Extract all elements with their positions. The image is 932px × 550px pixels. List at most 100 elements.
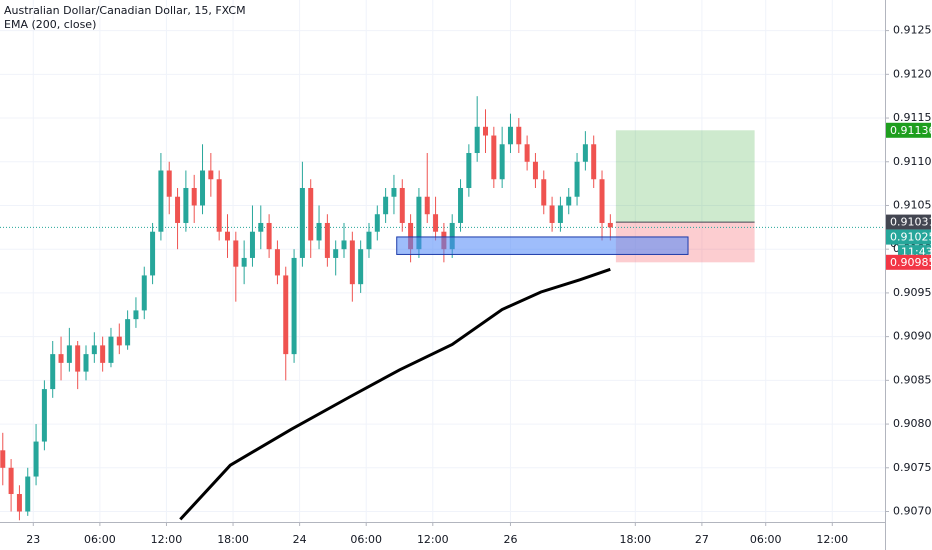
candle-body [582, 144, 588, 162]
price-label: 0.91136 [890, 124, 932, 137]
candle-body [75, 345, 81, 372]
candle-body [524, 144, 530, 162]
candle-body [224, 231, 230, 241]
candle-body [258, 222, 264, 232]
candle-body [349, 240, 355, 285]
candle-body [507, 126, 513, 145]
candle-body [308, 187, 314, 241]
price-label-box [886, 254, 931, 270]
grid [0, 0, 885, 522]
candle-body [66, 345, 72, 363]
candle-body [541, 179, 547, 206]
x-tick-label: 26 [503, 533, 517, 546]
candle-body [416, 196, 422, 250]
candle-body [175, 196, 181, 223]
candle-body [491, 135, 497, 180]
candle-body [158, 170, 164, 232]
candle-body [100, 345, 106, 363]
candle-body [208, 170, 214, 180]
price-label: 0.90985 [890, 256, 932, 269]
candle-body [333, 249, 339, 258]
candle-body [25, 476, 31, 512]
candle-body [266, 222, 272, 250]
candle-body [366, 231, 372, 250]
candle-body [599, 179, 605, 223]
candle-body [557, 205, 563, 223]
candle-body [108, 336, 114, 363]
candle-body [125, 319, 131, 346]
price-label-box [886, 229, 931, 245]
candle-body [116, 336, 122, 346]
x-tick-label: 12:00 [151, 533, 183, 546]
candle-body [16, 494, 22, 512]
candle-body [299, 187, 305, 258]
candle-body [141, 275, 147, 311]
indicator-legend: EMA (200, close) [4, 18, 96, 31]
x-tick-label: 12:00 [417, 533, 449, 546]
candle-body [191, 187, 197, 206]
price-label: 0.91025 [890, 231, 932, 244]
candle-body [449, 222, 455, 250]
candle-body [0, 450, 6, 468]
candle-body [466, 153, 472, 188]
candle-body [283, 275, 289, 355]
candle-body [200, 170, 206, 206]
plot [0, 96, 885, 521]
candle-body [433, 214, 439, 232]
x-tick-label: 23 [26, 533, 40, 546]
candle-body [216, 179, 222, 232]
candle-body [566, 196, 572, 206]
candle-body [532, 161, 538, 180]
candle-body [607, 222, 613, 228]
candle-body [391, 187, 397, 197]
candle-body [474, 126, 480, 154]
x-tick-label: 06:00 [350, 533, 382, 546]
candle-body [291, 257, 297, 355]
price-label: 0.91031 [890, 216, 932, 229]
candle-body [133, 310, 139, 320]
price-label-box [886, 122, 931, 138]
candle-body [399, 187, 405, 223]
candle-body [33, 441, 39, 477]
chart-title: Australian Dollar/Canadian Dollar, 15, F… [4, 4, 246, 17]
candle-body [499, 144, 505, 180]
candle-body [549, 205, 555, 223]
candle-body [241, 257, 247, 267]
candle-body [516, 126, 522, 145]
price-label-box [886, 214, 931, 230]
candle-body [358, 249, 364, 285]
candle-body [341, 240, 347, 250]
x-tick-label: 18:00 [619, 533, 651, 546]
y-tick-label: 0.90700 [893, 505, 932, 518]
candle-body [8, 467, 14, 495]
x-tick-label: 27 [695, 533, 709, 546]
candle-body [91, 345, 97, 355]
candle-body [374, 214, 380, 232]
candle-body [274, 249, 280, 276]
x-tick-label: 06:00 [84, 533, 116, 546]
candle-body [458, 187, 464, 223]
ema-line [179, 267, 611, 521]
candle-body [50, 354, 56, 390]
x-tick-label: 12:00 [816, 533, 848, 546]
candle-body [574, 161, 580, 197]
candle-body [150, 231, 156, 276]
candle-body [41, 389, 47, 442]
candle-body [424, 196, 430, 215]
candle-body [183, 187, 189, 223]
candle-body [83, 354, 89, 372]
candle-body [483, 126, 489, 136]
candle-body [166, 170, 172, 197]
